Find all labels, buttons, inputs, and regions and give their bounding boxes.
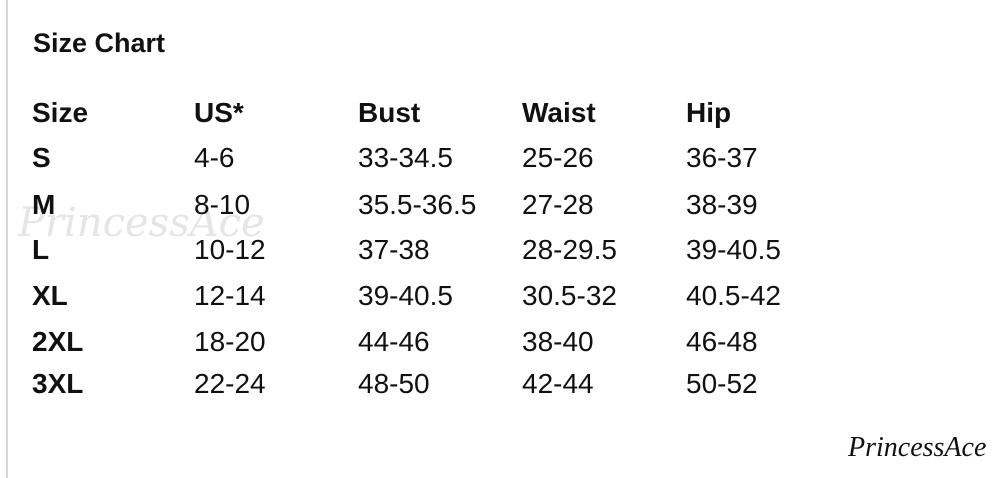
cell-waist: 30.5-32 — [522, 280, 617, 311]
cell-us: 12-14 — [194, 280, 266, 311]
cell-waist: 38-40 — [522, 326, 594, 357]
cell-bust: 37-38 — [358, 234, 430, 265]
cell-hip: 50-52 — [686, 368, 758, 399]
cell-waist: 28-29.5 — [522, 234, 617, 265]
cell-us: 10-12 — [194, 234, 266, 265]
cell-size: XL — [32, 280, 68, 311]
cell-bust: 48-50 — [358, 368, 430, 399]
header-us: US* — [194, 97, 244, 128]
cell-bust: 39-40.5 — [358, 280, 453, 311]
cell-waist: 27-28 — [522, 189, 594, 220]
cell-bust: 35.5-36.5 — [358, 189, 477, 220]
chart-title: Size Chart — [33, 28, 166, 58]
cell-bust: 33-34.5 — [358, 142, 453, 173]
cell-bust: 44-46 — [358, 326, 430, 357]
header-size: Size — [32, 97, 89, 128]
cell-hip: 39-40.5 — [686, 234, 781, 265]
cell-us: 4-6 — [194, 142, 235, 173]
cell-us: 8-10 — [194, 189, 251, 220]
cell-waist: 25-26 — [522, 142, 594, 173]
cell-size: S — [32, 142, 51, 173]
left-border — [6, 0, 8, 478]
cell-hip: 38-39 — [686, 189, 758, 220]
cell-hip: 46-48 — [686, 326, 758, 357]
cell-size: L — [32, 234, 50, 265]
cell-size: 2XL — [32, 326, 84, 357]
header-waist: Waist — [522, 97, 596, 128]
cell-us: 18-20 — [194, 326, 266, 357]
cell-size: 3XL — [32, 368, 84, 399]
header-hip: Hip — [686, 97, 732, 128]
cell-waist: 42-44 — [522, 368, 594, 399]
cell-hip: 36-37 — [686, 142, 758, 173]
cell-us: 22-24 — [194, 368, 266, 399]
cell-hip: 40.5-42 — [686, 280, 781, 311]
brand-logo: PrincessAce — [848, 432, 987, 463]
header-bust: Bust — [358, 97, 421, 128]
watermark: PrincessAce — [18, 200, 265, 246]
cell-size: M — [32, 189, 56, 220]
